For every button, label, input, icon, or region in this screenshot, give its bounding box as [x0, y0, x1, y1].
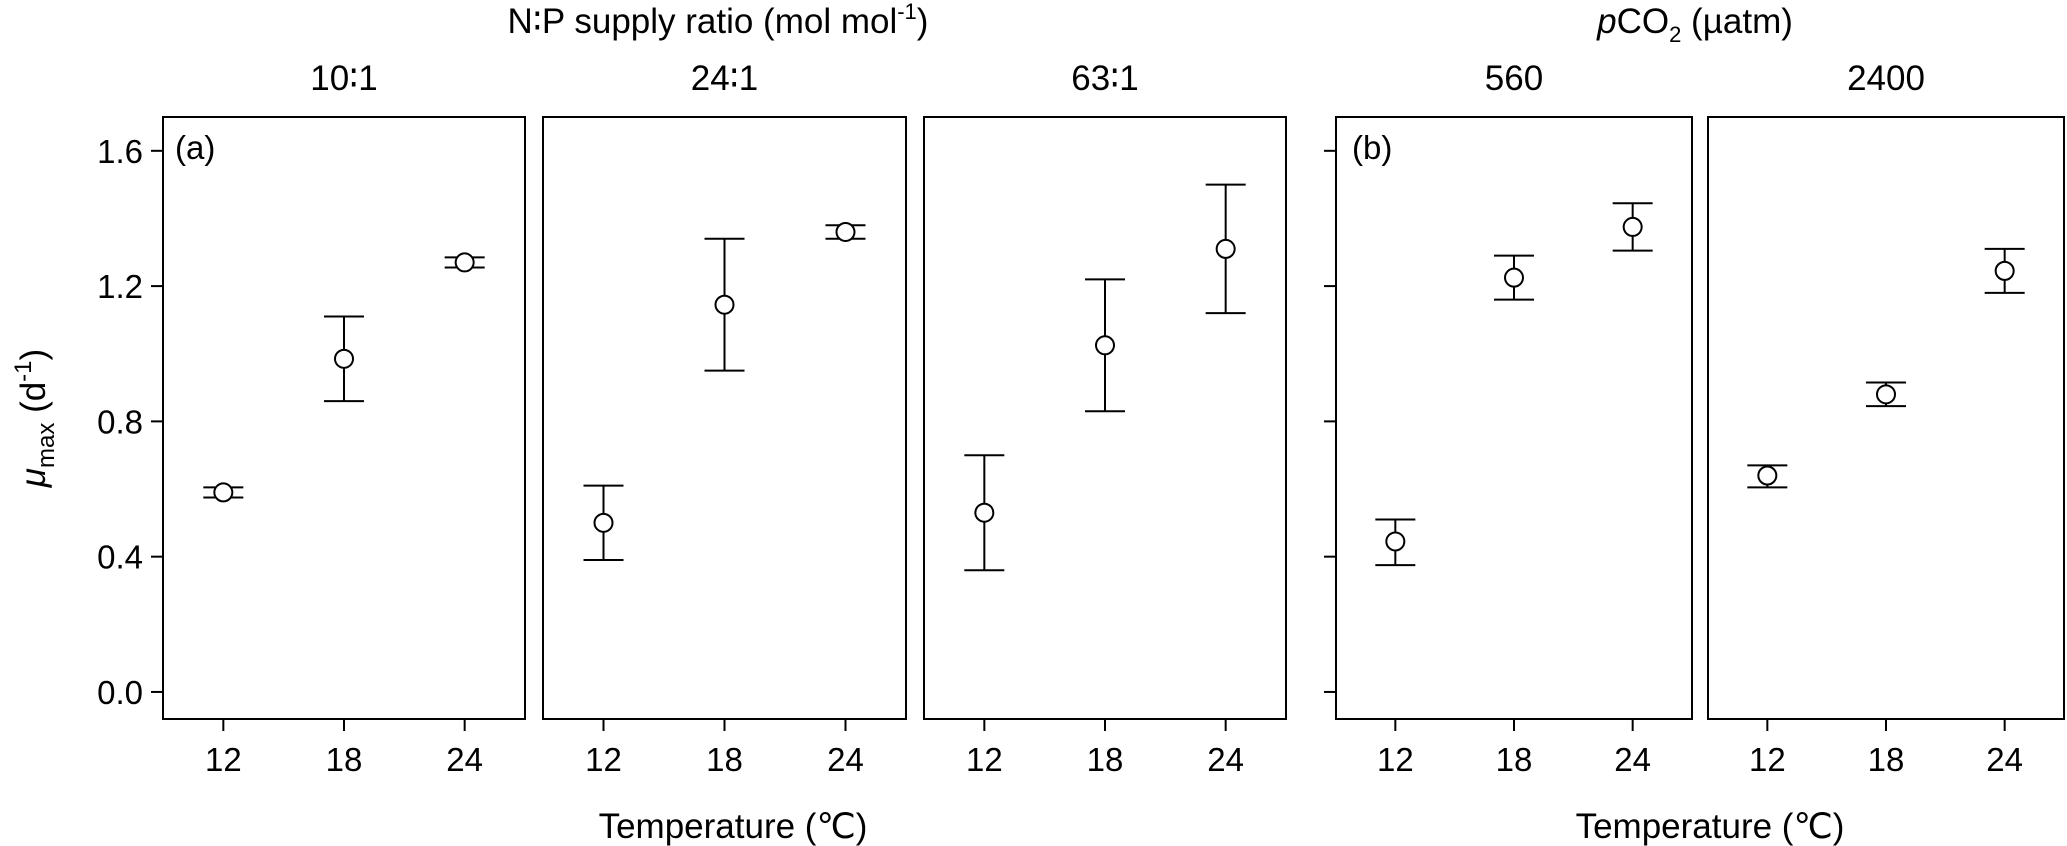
x-tick-label: 12 [585, 741, 622, 778]
data-point [1757, 465, 1778, 486]
panel-frame [542, 116, 907, 720]
x-tick-label: 18 [1868, 741, 1905, 778]
data-point [1876, 384, 1896, 405]
panel-title: 10∶1 [310, 59, 378, 98]
x-tick-label: 18 [1087, 741, 1124, 778]
group-a-header: N∶P supply ratio (mol mol-1) [508, 0, 929, 41]
panel-frame [1335, 116, 1693, 720]
data-point [835, 221, 856, 242]
y-tick-label: 0.4 [97, 539, 143, 576]
data-point [593, 512, 614, 533]
panel-frame [923, 116, 1287, 720]
data-point [1385, 531, 1406, 552]
y-tick-label: 1.6 [97, 133, 143, 170]
y-tick-label: 0.8 [97, 403, 143, 440]
panel-frame [162, 116, 526, 720]
x-tick-label: 18 [706, 741, 743, 778]
x-tick-label: 24 [1614, 741, 1651, 778]
x-tick-label: 24 [1986, 741, 2023, 778]
y-tick-label: 0.0 [97, 674, 143, 711]
data-point [1622, 216, 1643, 237]
panel-frame [1707, 116, 2065, 720]
x-tick-label: 12 [1749, 741, 1786, 778]
panel-title: 560 [1485, 59, 1543, 98]
panel-title: 24∶1 [691, 59, 759, 98]
x-tick-label: 24 [1207, 741, 1244, 778]
y-tick-label: 1.2 [97, 268, 143, 305]
x-tick-label: 12 [966, 741, 1003, 778]
group-b-header: pCO2 (µatm) [1596, 2, 1793, 47]
data-point [714, 294, 735, 315]
data-point [213, 482, 234, 503]
y-axis-label: μmax (d-1) [10, 349, 60, 488]
x-tick-label: 12 [1377, 741, 1414, 778]
group-a-xlabel: Temperature (℃) [599, 807, 868, 846]
data-point [1095, 335, 1115, 356]
data-point [1215, 238, 1236, 259]
x-tick-label: 18 [1496, 741, 1533, 778]
group-b-xlabel: Temperature (℃) [1576, 807, 1845, 846]
panel-title: 2400 [1847, 59, 1925, 98]
panel-label-b: (b) [1352, 129, 1392, 166]
x-tick-label: 12 [205, 741, 242, 778]
panels-layer: 0.0 0.4 0.8 1.2 1.6 10∶1 12 18 24 24∶1 12 18 24 63∶1 1… [97, 59, 2065, 778]
data-point [334, 348, 354, 369]
data-point [974, 502, 995, 523]
data-point [454, 252, 475, 273]
data-point [1994, 260, 2015, 281]
panel-label-a: (a) [175, 129, 215, 166]
x-tick-label: 24 [446, 741, 483, 778]
x-tick-label: 24 [827, 741, 864, 778]
data-point [1504, 267, 1524, 288]
x-tick-label: 18 [326, 741, 363, 778]
panel-title: 63∶1 [1071, 59, 1139, 98]
